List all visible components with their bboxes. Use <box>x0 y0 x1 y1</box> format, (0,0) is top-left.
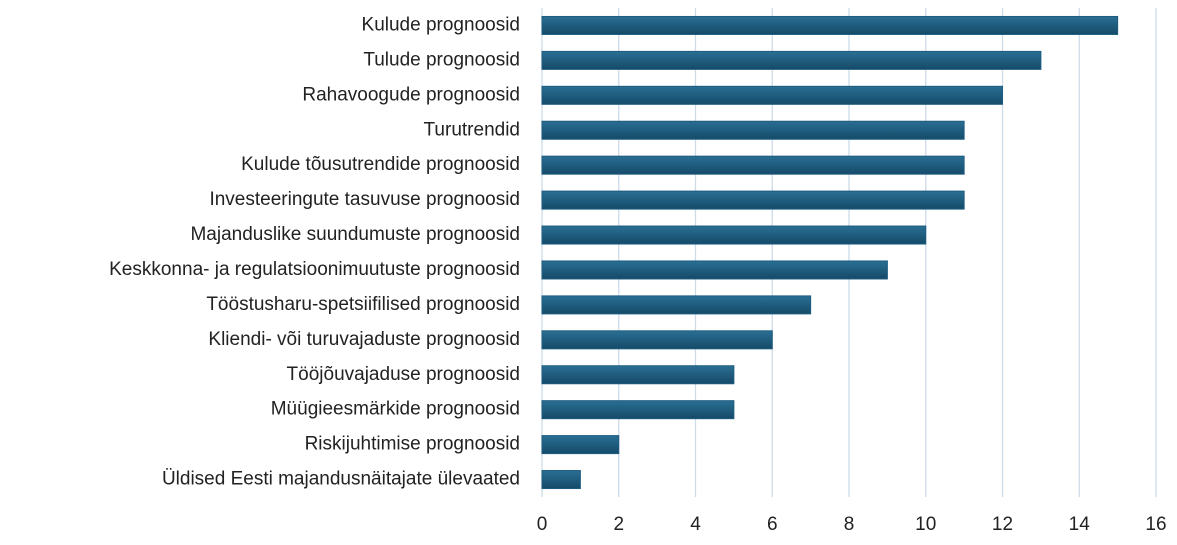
bar <box>541 295 812 315</box>
bar <box>541 260 888 280</box>
bar <box>541 50 1042 70</box>
x-tick-label: 6 <box>767 514 778 535</box>
x-tick-label: 10 <box>915 514 936 535</box>
x-tick-label: 2 <box>613 514 624 535</box>
x-tick-label: 0 <box>537 514 548 535</box>
y-tick-label: Kulude tõusutrendide prognoosid <box>241 154 520 175</box>
bar <box>541 155 965 175</box>
y-tick-label: Üldised Eesti majandusnäitajate ülevaate… <box>162 469 520 490</box>
x-tick-label: 16 <box>1145 514 1166 535</box>
y-tick-label: Kliendi- või turuvajaduste prognoosid <box>208 329 520 350</box>
y-tick-label: Majanduslike suundumuste prognoosid <box>190 224 520 245</box>
x-tick-label: 4 <box>690 514 701 535</box>
y-tick-label: Tulude prognoosid <box>363 49 520 70</box>
y-tick-label: Keskkonna- ja regulatsioonimuutuste prog… <box>109 259 520 280</box>
y-tick-label: Investeeringute tasuvuse prognoosid <box>209 189 520 210</box>
bar <box>541 330 773 350</box>
x-tick-label: 12 <box>992 514 1013 535</box>
bar <box>541 470 581 490</box>
bar <box>541 365 735 385</box>
bar <box>541 15 1119 35</box>
x-tick-label: 14 <box>1069 514 1091 535</box>
x-tick-label: 8 <box>844 514 855 535</box>
y-tick-label: Müügieesmärkide prognoosid <box>271 399 520 420</box>
bar <box>541 225 927 245</box>
bar <box>541 435 620 455</box>
bar <box>541 400 735 420</box>
y-tick-label: Kulude prognoosid <box>362 14 520 35</box>
bar <box>541 190 965 210</box>
bar <box>541 120 965 140</box>
y-tick-label: Tööstusharu-spetsiifilised prognoosid <box>206 294 520 315</box>
bar <box>541 85 1003 105</box>
y-tick-label: Turutrendid <box>424 119 520 140</box>
y-tick-label: Rahavoogude prognoosid <box>302 84 520 105</box>
y-tick-label: Riskijuhtimise prognoosid <box>305 434 520 455</box>
y-tick-label: Tööjõuvajaduse prognoosid <box>287 364 520 385</box>
